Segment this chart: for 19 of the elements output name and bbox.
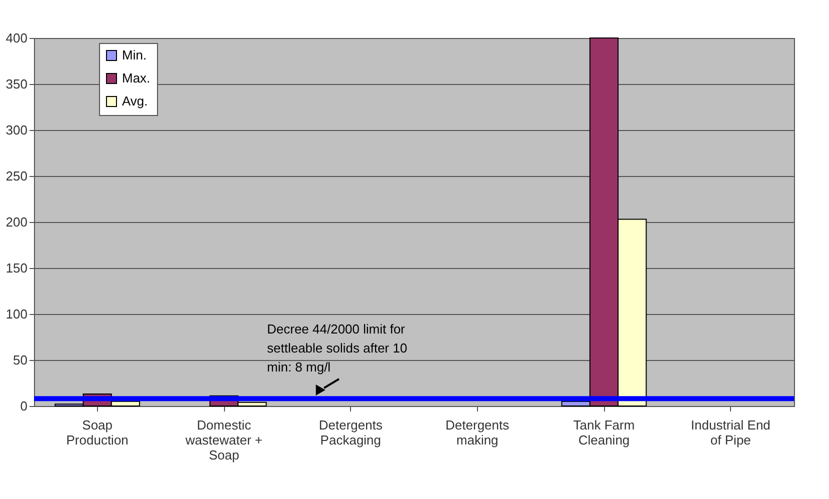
y-tick-label: 50 xyxy=(13,352,28,368)
y-tick-label: 350 xyxy=(6,76,28,92)
legend-label: Max. xyxy=(122,70,150,86)
x-tick-label: Detergents Packaging xyxy=(318,418,383,448)
x-tick-label: Industrial End of Pipe xyxy=(690,418,770,448)
y-tick-label: 0 xyxy=(20,398,28,414)
legend-label: Avg. xyxy=(122,94,148,108)
x-tick-label: Tank Farm Cleaning xyxy=(573,418,635,448)
y-tick-label: 100 xyxy=(6,306,28,322)
legend-label: Min. xyxy=(122,48,147,62)
x-tick-label: Domestic wastewater + Soap xyxy=(184,418,262,462)
y-tick-label: 400 xyxy=(6,30,28,46)
ref-line-label: Decree 44/2000 limit for settleable solids after 10 min: 8 mg/l xyxy=(267,322,408,375)
y-tick-label: 200 xyxy=(6,214,28,230)
y-tick-label: 150 xyxy=(6,260,28,276)
y-tick-label: 300 xyxy=(6,122,28,138)
x-tick-label: Detergents making xyxy=(446,418,510,448)
x-tick-label: Soap Production xyxy=(66,418,128,448)
y-tick-label: 250 xyxy=(6,168,28,184)
